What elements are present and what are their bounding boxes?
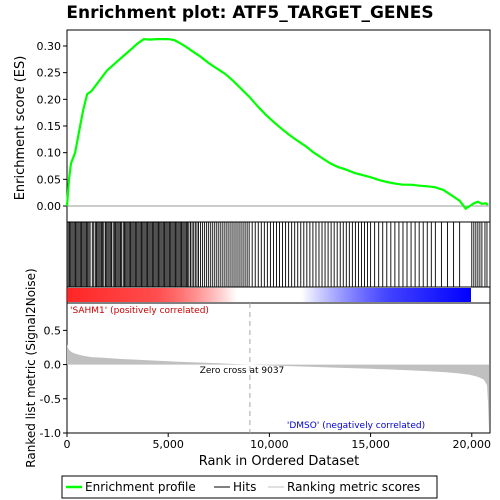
es-y-tick-label: 0.25	[37, 67, 62, 80]
es-line	[65, 37, 489, 211]
metric-y-tick-label: 0.0	[44, 359, 62, 372]
es-y-tick-label: 0.10	[37, 147, 62, 160]
es-y-tick-label: 0.00	[37, 200, 62, 213]
x-tick-label: 5,000	[152, 438, 184, 451]
x-tick-label: 0	[64, 438, 71, 451]
x-axis-label: Rank in Ordered Dataset	[199, 454, 360, 469]
es-y-tick-label: 0.05	[37, 173, 62, 186]
zero-cross-label: Zero cross at 9037	[200, 366, 285, 376]
legend-box	[61, 475, 438, 499]
es-y-tick-label: 0.20	[37, 93, 62, 106]
es-y-axis-label: Enrichment score (ES)	[13, 56, 28, 201]
legend-label: Enrichment profile	[85, 480, 196, 494]
legend: Enrichment profile Hits Ranking metric sco…	[66, 480, 420, 494]
positive-correlation-label: 'SAHM1' (positively correlated)	[70, 306, 209, 316]
metric-y-tick-label: -1.0	[40, 427, 61, 440]
metric-y-axis-label: Ranked list metric (Signal2Noise)	[24, 268, 38, 467]
metric-y-tick-label: -0.5	[40, 393, 61, 406]
x-tick-label: 15,000	[351, 438, 390, 451]
metric-y-tick-label: 0.5	[44, 324, 62, 337]
x-tick-label: 10,000	[250, 438, 289, 451]
hits-markers	[67, 222, 488, 287]
chart-title: Enrichment plot: ATF5_TARGET_GENES	[66, 3, 433, 23]
legend-label: Hits	[233, 480, 256, 494]
negative-correlation-label: 'DMSO' (negatively correlated)	[287, 421, 425, 431]
x-axis-ticks: 0 5,000 10,000 15,000 20,000	[64, 433, 492, 451]
es-y-tick-label: 0.15	[37, 120, 62, 133]
es-y-tick-label: 0.30	[37, 40, 62, 53]
x-tick-label: 20,000	[453, 438, 492, 451]
ranking-color-band	[67, 288, 471, 302]
legend-label: Ranking metric scores	[287, 480, 420, 494]
metric-area	[67, 344, 489, 430]
metric-y-ticks: 0.5 0.0 -0.5 -1.0	[40, 324, 67, 440]
es-y-ticks: 0.00 0.05 0.10 0.15 0.20 0.25 0.30	[37, 40, 67, 213]
